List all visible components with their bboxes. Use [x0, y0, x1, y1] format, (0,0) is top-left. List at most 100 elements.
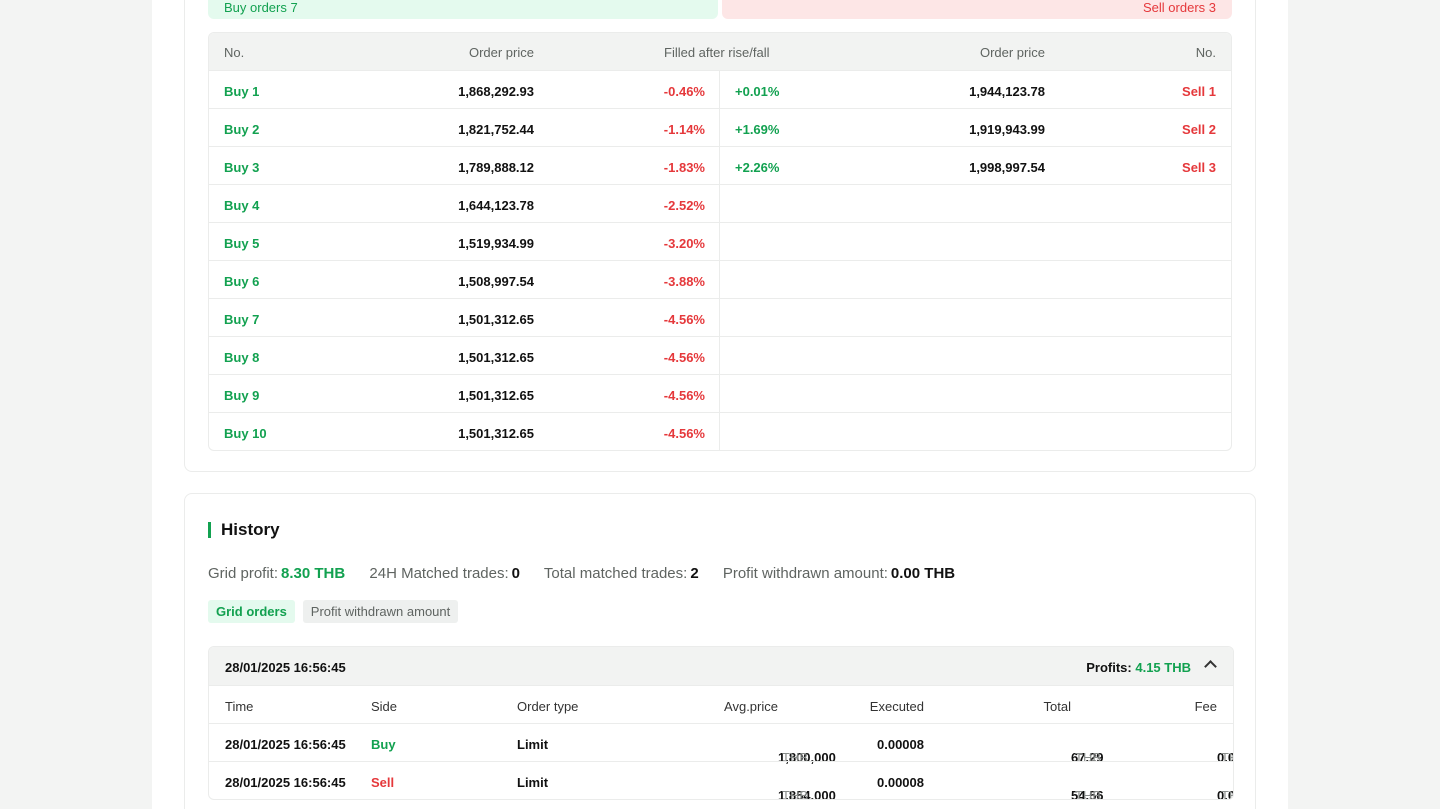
buy-change: -4.56%	[663, 350, 705, 365]
stat-profit-withdrawn-label: Profit withdrawn amount:	[722, 565, 888, 582]
grid-row: Buy 1 1,868,292.93 -0.46% +0.01% 1,944,123.7…	[209, 70, 1231, 108]
row-executed: 0.00008	[877, 775, 924, 790]
buy-label: Buy 9	[224, 388, 260, 403]
group-date: 28/01/2025 16:56:45	[225, 660, 346, 675]
history-column-header: Time Side Order type Avg.price Executed …	[209, 685, 1233, 723]
grid-row: Buy 4 1,644,123.78 -2.52%	[209, 184, 1231, 222]
history-group-header[interactable]: 28/01/2025 16:56:45 Profits: 4.15 THB	[209, 647, 1233, 685]
sell-change: +0.01%	[735, 84, 780, 99]
history-table-body: 28/01/2025 16:56:45 Buy Limit 1,800,000 THB 0…	[209, 723, 1233, 799]
header-order-price-left: Order price	[468, 45, 534, 60]
header-order-price-right: Order price	[979, 45, 1045, 60]
buy-price: 1,868,292.93	[458, 84, 534, 99]
stat-profit-withdrawn: Profit withdrawn amount: 0.00 THB	[723, 565, 955, 582]
buy-change: -4.56%	[663, 312, 705, 327]
group-profits-value: 4.15 THB	[1135, 660, 1191, 675]
buy-label: Buy 7	[224, 312, 260, 327]
history-row: 28/01/2025 16:56:45 Sell Limit 1,854,000 THB…	[209, 761, 1233, 799]
sell-price: 1,998,997.54	[969, 160, 1045, 175]
row-time: 28/01/2025 16:56:45	[225, 737, 346, 752]
buy-orders-banner: Buy orders 7	[208, 0, 718, 19]
buy-orders-count: Buy orders 7	[224, 0, 298, 15]
grid-row: Buy 10 1,501,312.65 -4.56%	[209, 412, 1231, 450]
col-fee: Fee	[1194, 699, 1217, 714]
header-filled: Filled after rise/fall	[664, 45, 770, 60]
sell-change: +1.69%	[735, 122, 780, 137]
buy-change: -4.56%	[663, 426, 705, 441]
stat-total-matched-label: Total matched trades:	[543, 565, 688, 582]
grid-center-divider	[719, 70, 720, 450]
col-side: Side	[371, 699, 398, 714]
col-time: Time	[225, 699, 254, 714]
group-profits-label: Profits:	[1086, 660, 1132, 675]
grid-row: Buy 8 1,501,312.65 -4.56%	[209, 336, 1231, 374]
row-time: 28/01/2025 16:56:45	[225, 775, 346, 790]
buy-price: 1,501,312.65	[458, 388, 534, 403]
buy-change: -1.83%	[663, 160, 705, 175]
history-stats: Grid profit: 8.30 THB 24H Matched trades:…	[208, 565, 975, 582]
stat-matched-24h-value: 0	[511, 565, 520, 582]
stat-grid-profit: Grid profit: 8.30 THB	[208, 565, 345, 582]
buy-change: -3.88%	[663, 274, 705, 289]
page-shell: Buy orders 7 Sell orders 3 No. Order pri…	[152, 0, 1288, 809]
stat-grid-profit-label: Grid profit:	[208, 565, 279, 582]
grid-orders-card: Buy orders 7 Sell orders 3 No. Order pri…	[184, 0, 1256, 472]
buy-change: -1.14%	[663, 122, 705, 137]
buy-price: 1,519,934.99	[458, 236, 534, 251]
row-order-type: Limit	[517, 775, 549, 790]
row-avg-price-unit: THB	[782, 788, 808, 800]
row-total-value: 54.56	[1071, 788, 1104, 800]
sell-label: Sell 3	[1182, 160, 1216, 175]
header-no-left: No.	[224, 45, 245, 60]
buy-label: Buy 8	[224, 350, 260, 365]
grid-row: Buy 6 1,508,997.54 -3.88%	[209, 260, 1231, 298]
row-order-type: Limit	[517, 737, 549, 752]
grid-table-header: No. Order price Filled after rise/fall O…	[209, 33, 1231, 70]
row-fee-unit: THB	[1221, 788, 1233, 800]
buy-price: 1,821,752.44	[458, 122, 534, 137]
buy-price: 1,508,997.54	[458, 274, 534, 289]
buy-price: 1,644,123.78	[458, 198, 534, 213]
group-profits: Profits: 4.15 THB	[1086, 660, 1191, 675]
tab-profit-withdrawn[interactable]: Profit withdrawn amount	[302, 600, 459, 623]
sell-label: Sell 2	[1182, 122, 1216, 137]
sell-orders-count: Sell orders 3	[1143, 0, 1216, 15]
buy-change: -4.56%	[663, 388, 705, 403]
row-side: Buy	[371, 737, 396, 752]
buy-price: 1,501,312.65	[458, 312, 534, 327]
header-no-right: No.	[1195, 45, 1216, 60]
grid-orders-table: No. Order price Filled after rise/fall O…	[208, 32, 1232, 451]
grid-row: Buy 2 1,821,752.44 -1.14% +1.69% 1,919,943.9…	[209, 108, 1231, 146]
grid-row: Buy 5 1,519,934.99 -3.20%	[209, 222, 1231, 260]
sell-price: 1,919,943.99	[969, 122, 1045, 137]
row-total-unit: THB	[1075, 788, 1101, 800]
buy-price: 1,501,312.65	[458, 350, 534, 365]
row-side: Sell	[371, 775, 395, 790]
col-executed: Executed	[869, 699, 924, 714]
stat-grid-profit-value: 8.30 THB	[281, 565, 346, 582]
buy-label: Buy 3	[224, 160, 260, 175]
buy-price: 1,501,312.65	[458, 426, 534, 441]
chevron-up-icon[interactable]	[1204, 660, 1217, 673]
buy-change: -0.46%	[663, 84, 705, 99]
history-card: History Grid profit: 8.30 THB 24H Matched…	[184, 493, 1256, 809]
grid-table-body: Buy 1 1,868,292.93 -0.46% +0.01% 1,944,123.7…	[209, 70, 1231, 450]
buy-label: Buy 10	[224, 426, 267, 441]
buy-label: Buy 6	[224, 274, 260, 289]
buy-label: Buy 5	[224, 236, 260, 251]
buy-price: 1,789,888.12	[458, 160, 534, 175]
buy-label: Buy 2	[224, 122, 260, 137]
grid-row: Buy 9 1,501,312.65 -4.56%	[209, 374, 1231, 412]
stat-total-matched: Total matched trades: 2	[544, 565, 699, 582]
row-fee-value: 0.08	[1217, 788, 1233, 800]
sell-orders-banner: Sell orders 3	[722, 0, 1232, 19]
stat-total-matched-value: 2	[690, 565, 699, 582]
stat-matched-24h-label: 24H Matched trades:	[369, 565, 509, 582]
buy-change: -3.20%	[663, 236, 705, 251]
col-avg-price: Avg.price	[724, 699, 778, 714]
buy-label: Buy 1	[224, 84, 260, 99]
history-tabs: Grid orders Profit withdrawn amount	[208, 600, 459, 623]
col-total: Total	[1043, 699, 1071, 714]
tab-grid-orders[interactable]: Grid orders	[208, 600, 295, 623]
buy-label: Buy 4	[224, 198, 260, 213]
